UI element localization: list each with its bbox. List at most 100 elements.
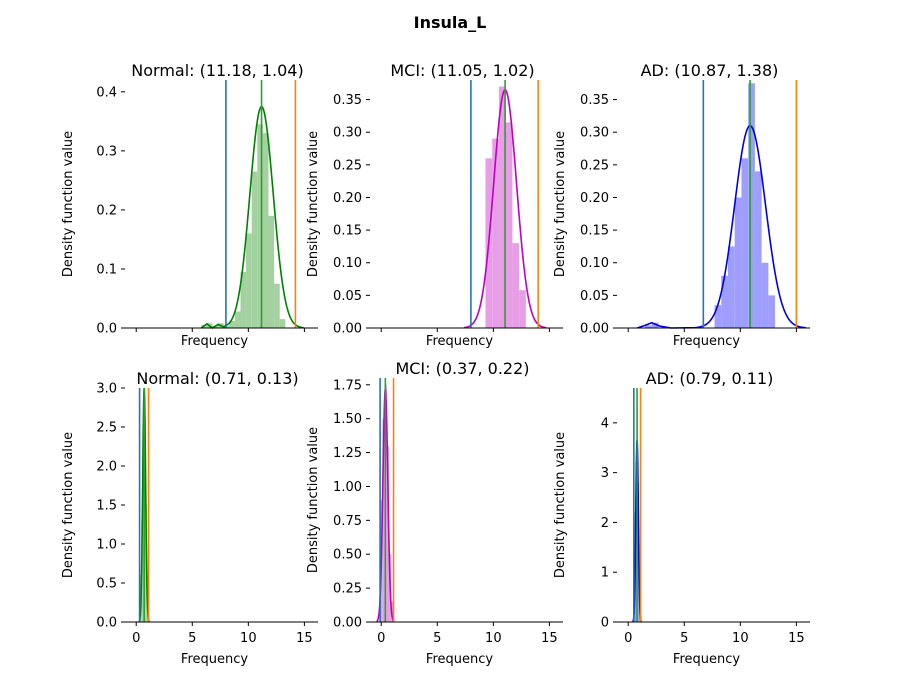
hist-bar — [721, 275, 728, 328]
x-tick-label: 10 — [732, 631, 749, 646]
figure-title: Insula_L — [414, 13, 487, 32]
kde-line — [200, 105, 304, 329]
x-tick-label: 15 — [541, 631, 558, 646]
subplot-1: Normal: (11.18, 1.04) 0.0 0.1 0.2 0.3 0.4 Freq… — [61, 61, 318, 349]
y-tick-label: 0.15 — [580, 224, 609, 239]
y-tick-label: 0.1 — [96, 262, 117, 277]
y-tick-label: 3 — [601, 466, 609, 481]
y-axis-label: Density function value — [61, 432, 76, 578]
x-axis-label: Frequency — [426, 652, 493, 667]
y-tick-label: 2.5 — [96, 421, 117, 436]
hist-bar — [274, 283, 280, 328]
hist-bar — [761, 262, 769, 328]
hist-bar — [386, 445, 390, 622]
subplot-2: MCI: (11.05, 1.02) 0.00 0.05 0.10 0.15 0.20 0.… — [306, 61, 563, 349]
subplot-title: MCI: (0.37, 0.22) — [395, 359, 529, 378]
hist-bar — [268, 215, 275, 328]
y-tick-label: 1.25 — [333, 446, 362, 461]
hist-bar — [741, 158, 749, 328]
subplot-3: AD: (10.87, 1.38) 0.00 0.05 0.10 0.15 0.20 0.2… — [553, 61, 810, 349]
hist-bar — [505, 122, 513, 328]
kde-line — [636, 124, 806, 329]
y-tick-label: 0.05 — [580, 289, 609, 304]
y-tick-label: 0.2 — [96, 203, 117, 218]
y-tick-label: 0.4 — [96, 85, 117, 100]
y-tick-label: 0.35 — [333, 93, 362, 108]
y-tick-label: 1.50 — [333, 412, 362, 427]
y-tick-label: 0.30 — [580, 126, 609, 141]
y-tick-label: 2 — [601, 516, 609, 531]
x-axis-label: Frequency — [181, 652, 248, 667]
x-axis-label: Frequency — [181, 334, 248, 349]
y-tick-label: 0.75 — [333, 514, 362, 529]
y-tick-label: 0.00 — [333, 616, 362, 631]
y-tick-label: 4 — [601, 416, 609, 431]
hist-bar — [651, 322, 659, 328]
hist-bar — [240, 271, 247, 328]
x-tick-label: 15 — [296, 631, 313, 646]
hist-bar — [144, 419, 146, 622]
x-tick-label: 5 — [680, 631, 688, 646]
x-tick-label: 0 — [624, 631, 632, 646]
y-axis-label: Density function value — [553, 432, 568, 578]
y-tick-label: 0.3 — [96, 144, 117, 159]
hist-bar — [519, 290, 526, 328]
hist-bar — [498, 86, 506, 329]
y-tick-label: 0.15 — [333, 224, 362, 239]
y-axis-label: Density function value — [553, 131, 568, 277]
y-tick-label: 0.30 — [333, 126, 362, 141]
subplot-6: AD: (0.79, 0.11) 0 1 2 3 4 0 5 10 15 Frequency Dens… — [553, 369, 810, 667]
subplot-4: Normal: (0.71, 0.13) 0.0 0.5 1.0 1.5 2.0 2.5 3.… — [61, 369, 318, 667]
y-tick-label: 1.00 — [333, 480, 362, 495]
hist-bar — [234, 311, 241, 328]
y-tick-label: 0.25 — [333, 158, 362, 173]
hist-bar — [257, 124, 263, 329]
x-tick-label: 5 — [188, 631, 196, 646]
hist-bar — [251, 171, 258, 328]
y-tick-label: 1.75 — [333, 378, 362, 393]
x-axis-label: Frequency — [673, 334, 740, 349]
y-tick-label: 0.50 — [333, 548, 362, 563]
hist-bar — [279, 319, 286, 328]
hist-bar — [246, 233, 252, 328]
y-tick-label: 0.35 — [580, 93, 609, 108]
y-tick-label: 0.20 — [333, 191, 362, 206]
hist-bar — [768, 295, 776, 328]
hist-bar — [229, 320, 235, 328]
y-tick-label: 3.0 — [96, 382, 117, 397]
hist-bar — [492, 138, 499, 328]
hist-bar — [734, 197, 742, 328]
hist-bar — [262, 133, 269, 328]
panels: Normal: (11.18, 1.04) 0.0 0.1 0.2 0.3 0.4 Freq… — [61, 61, 810, 667]
y-tick-label: 1.0 — [96, 538, 117, 553]
y-tick-label: 0.0 — [96, 322, 117, 337]
subplot-title: Normal: (0.71, 0.13) — [136, 369, 298, 388]
hist-bar — [391, 601, 394, 622]
y-tick-label: 0.00 — [580, 322, 609, 337]
hist-bar — [382, 418, 385, 622]
x-tick-label: 15 — [788, 631, 805, 646]
x-axis-label: Frequency — [673, 652, 740, 667]
y-tick-label: 0.10 — [580, 256, 609, 271]
hist-bar — [748, 83, 755, 329]
x-tick-label: 0 — [377, 631, 385, 646]
x-tick-label: 10 — [240, 631, 257, 646]
x-axis-label: Frequency — [426, 334, 493, 349]
subplot-title: AD: (0.79, 0.11) — [646, 369, 774, 388]
x-tick-label: 0 — [132, 631, 140, 646]
y-axis-label: Density function value — [306, 427, 321, 573]
y-tick-label: 0.00 — [333, 322, 362, 337]
y-tick-label: 0 — [601, 616, 609, 631]
hist-bar — [512, 243, 520, 328]
y-tick-label: 0.5 — [96, 577, 117, 592]
x-tick-label: 5 — [433, 631, 441, 646]
subplot-title: MCI: (11.05, 1.02) — [390, 61, 534, 80]
y-tick-label: 1.5 — [96, 499, 117, 514]
hist-bar — [728, 246, 735, 328]
y-tick-label: 0.20 — [580, 191, 609, 206]
y-tick-label: 0.0 — [96, 616, 117, 631]
hist-bar — [645, 325, 652, 328]
y-tick-label: 2.0 — [96, 460, 117, 475]
y-tick-label: 0.25 — [580, 158, 609, 173]
hist-bar — [754, 171, 762, 328]
